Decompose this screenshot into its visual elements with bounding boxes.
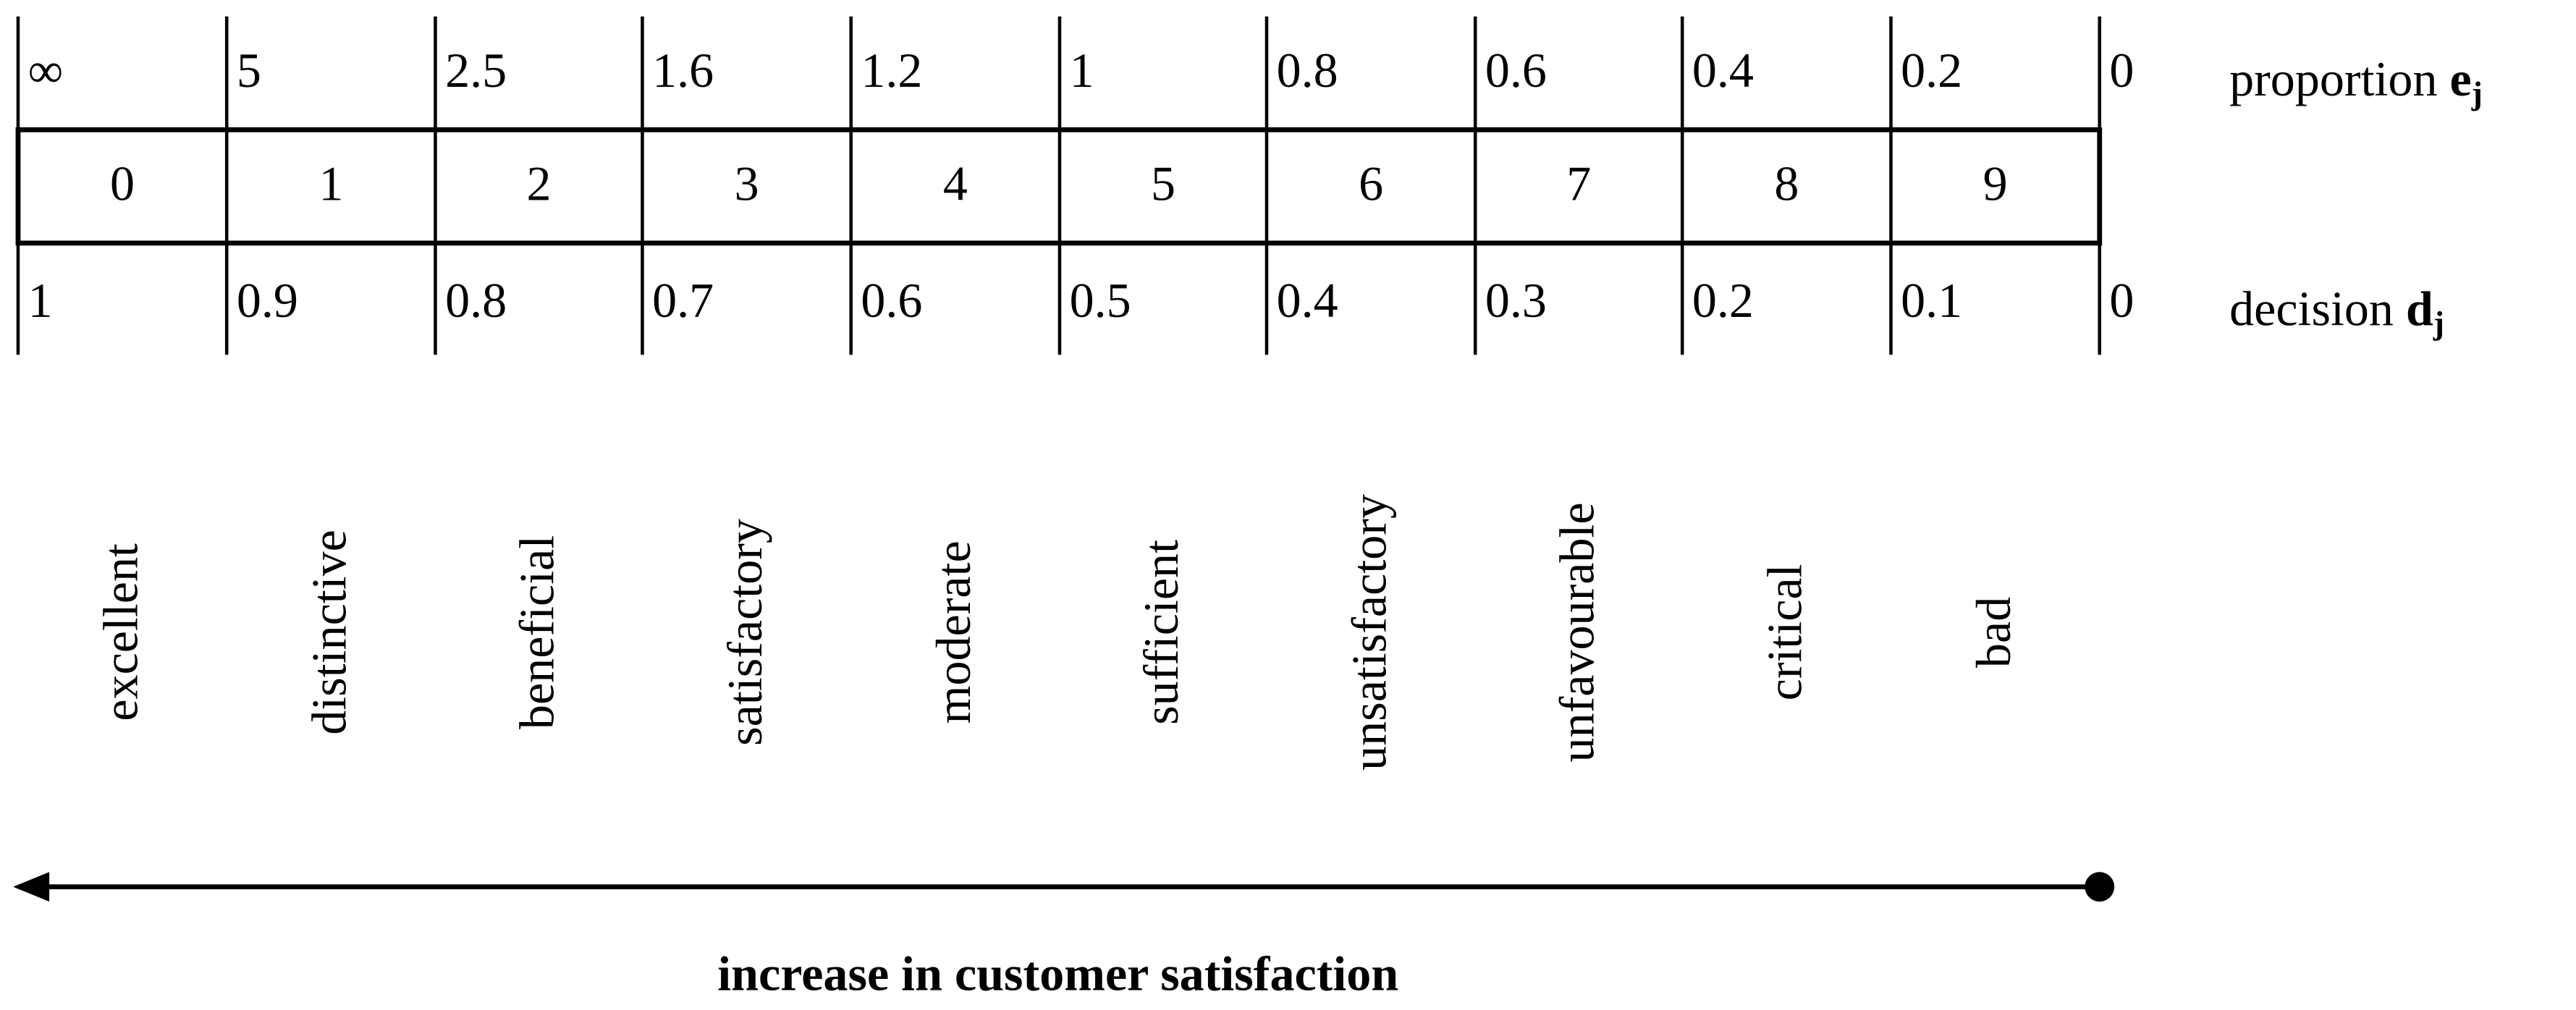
row-value: ∞ xyxy=(28,43,64,98)
rating-label: bad xyxy=(1966,597,2021,668)
index-value: 5 xyxy=(1151,156,1175,211)
row-value: 1 xyxy=(1070,43,1094,98)
row-value: 1.2 xyxy=(861,43,922,98)
row-value: 0.4 xyxy=(1692,43,1754,98)
row-value: 1 xyxy=(28,273,53,328)
row-value: 0 xyxy=(2109,43,2134,98)
row-value: 0.3 xyxy=(1485,273,1547,328)
index-value: 2 xyxy=(526,156,551,211)
index-value: 1 xyxy=(318,156,343,211)
row-label-subscript: j xyxy=(2471,75,2483,111)
row-label-text: proportion xyxy=(2229,51,2437,106)
rating-label: beneficial xyxy=(510,535,565,729)
row-value: 2.5 xyxy=(445,43,507,98)
rating-label: unfavourable xyxy=(1549,502,1604,762)
index-value: 0 xyxy=(110,156,135,211)
index-value: 7 xyxy=(1566,156,1591,211)
arrow-origin xyxy=(2085,872,2115,902)
row-value: 0.8 xyxy=(445,273,507,328)
rating-label: unsatisfactory xyxy=(1341,494,1396,771)
rating-label: satisfactory xyxy=(717,519,772,746)
row-value: 0.8 xyxy=(1277,43,1338,98)
row-label-subscript: j xyxy=(2433,305,2444,341)
row-label-text: decision xyxy=(2229,281,2394,336)
index-value: 6 xyxy=(1359,156,1383,211)
index-value: 9 xyxy=(1983,156,2008,211)
row-value: 0.6 xyxy=(861,273,922,328)
rating-label: critical xyxy=(1757,564,1812,700)
index-value: 8 xyxy=(1774,156,1799,211)
row-value: 5 xyxy=(237,43,261,98)
row-label: proportion ej xyxy=(2229,51,2483,111)
row-label-symbol: e xyxy=(2450,51,2472,106)
index-value: 3 xyxy=(735,156,759,211)
row-value: 0 xyxy=(2109,273,2134,328)
row-value: 1.6 xyxy=(652,43,714,98)
arrow-head xyxy=(13,872,50,902)
index-value: 4 xyxy=(943,156,968,211)
row-value: 0.2 xyxy=(1901,43,1962,98)
row-value: 0.9 xyxy=(237,273,298,328)
row-value: 0.7 xyxy=(652,273,714,328)
row-label-symbol: d xyxy=(2406,281,2433,336)
row-value: 0.6 xyxy=(1485,43,1547,98)
rating-label: distinctive xyxy=(302,530,357,735)
rating-label: excellent xyxy=(93,543,148,721)
row-value: 0.5 xyxy=(1070,273,1131,328)
row-value: 0.4 xyxy=(1277,273,1338,328)
rating-label: moderate xyxy=(926,540,981,723)
row-value: 0.1 xyxy=(1901,273,1962,328)
arrow-caption: increase in customer satisfaction xyxy=(717,946,1398,1001)
rating-label: sufficient xyxy=(1133,540,1188,725)
row-value: 0.2 xyxy=(1692,273,1754,328)
row-label: decision dj xyxy=(2229,281,2444,341)
